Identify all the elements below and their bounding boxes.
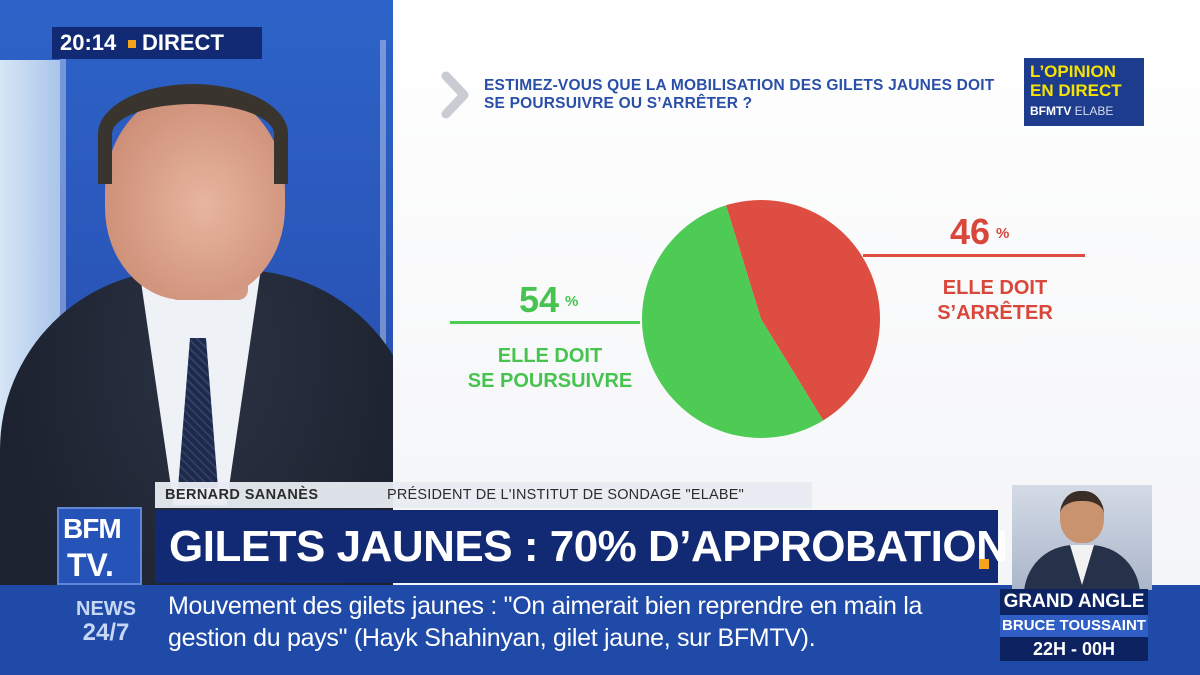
program-title: GRAND ANGLE [1000,589,1148,615]
clock-badge: 20:14 DIRECT [52,27,262,59]
pie-slice-continue [642,205,824,438]
studio-stripe [60,40,66,490]
logo-partner: ELABE [1074,104,1114,118]
orange-square-icon [979,559,989,569]
headline-banner: GILETS JAUNES : 70% D’APPROBATION [155,510,1008,583]
label-green-line1: ELLE DOIT [497,345,603,367]
pie-value-label-continue: 54% [519,282,578,318]
poll-question: ESTIMEZ-VOUS QUE LA MOBILISATION DES GIL… [484,77,995,112]
pie-chart [642,200,880,438]
live-label: DIRECT [142,30,224,55]
pct-red-number: 46 [950,211,991,252]
guest-name: BERNARD SANANÈS [165,487,319,503]
pie-slice-stop [726,200,880,421]
leader-line-red [863,254,1085,257]
orange-square-icon [128,40,136,48]
leader-line-green [450,321,640,324]
ticker-text: Mouvement des gilets jaunes : "On aimera… [168,592,923,652]
pct-green-unit: % [565,293,579,310]
logo-brand-line: BFMTV ELABE [1030,104,1113,118]
pct-red-unit: % [996,225,1010,242]
program-time: 22H - 00H [1000,637,1148,661]
guest-nameplate: BERNARD SANANÈS PRÉSIDENT DE L'INSTITUT … [155,482,812,508]
guest-hair [98,84,288,184]
clock-time: 20:14 [60,30,117,55]
pie-value-label-stop: 46% [950,214,1009,250]
headline-text: GILETS JAUNES : 70% D’APPROBATION [169,522,1008,571]
chevron-right-icon [441,71,469,119]
logo-brand: BFMTV [1030,104,1072,118]
next-program-box: GRAND ANGLE BRUCE TOUSSAINT 22H - 00H [998,485,1152,661]
label-green-line2: SE POURSUIVRE [467,370,633,392]
opinion-en-direct-logo: L’OPINION EN DIRECT BFMTV ELABE [1024,58,1144,126]
bfmtv-logo: BFM TV. [57,507,142,585]
host-photo [1012,485,1152,590]
bfm-logo-line1: BFM [63,513,122,544]
pie-slice-label-continue: ELLE DOIT SE POURSUIVRE [455,344,645,394]
logo-line1: L’OPINION [1030,62,1116,81]
bfm-logo-line2: TV. [67,547,114,583]
news-label-line2: 24/7 [82,619,130,646]
label-red-line1: ELLE DOIT [942,277,1048,299]
pct-green-number: 54 [519,279,560,320]
guest-title: PRÉSIDENT DE L'INSTITUT DE SONDAGE "ELAB… [387,487,744,503]
pie-slice-label-stop: ELLE DOIT S’ARRÊTER [920,276,1070,326]
news-24-7-label: NEWS 24/7 [70,598,142,646]
logo-line2: EN DIRECT [1030,81,1122,100]
host-head [1060,491,1104,543]
program-host: BRUCE TOUSSAINT [1000,615,1148,637]
news-label-line1: NEWS [76,598,136,620]
studio-stripe [380,40,386,490]
label-red-line2: S’ARRÊTER [937,302,1053,324]
